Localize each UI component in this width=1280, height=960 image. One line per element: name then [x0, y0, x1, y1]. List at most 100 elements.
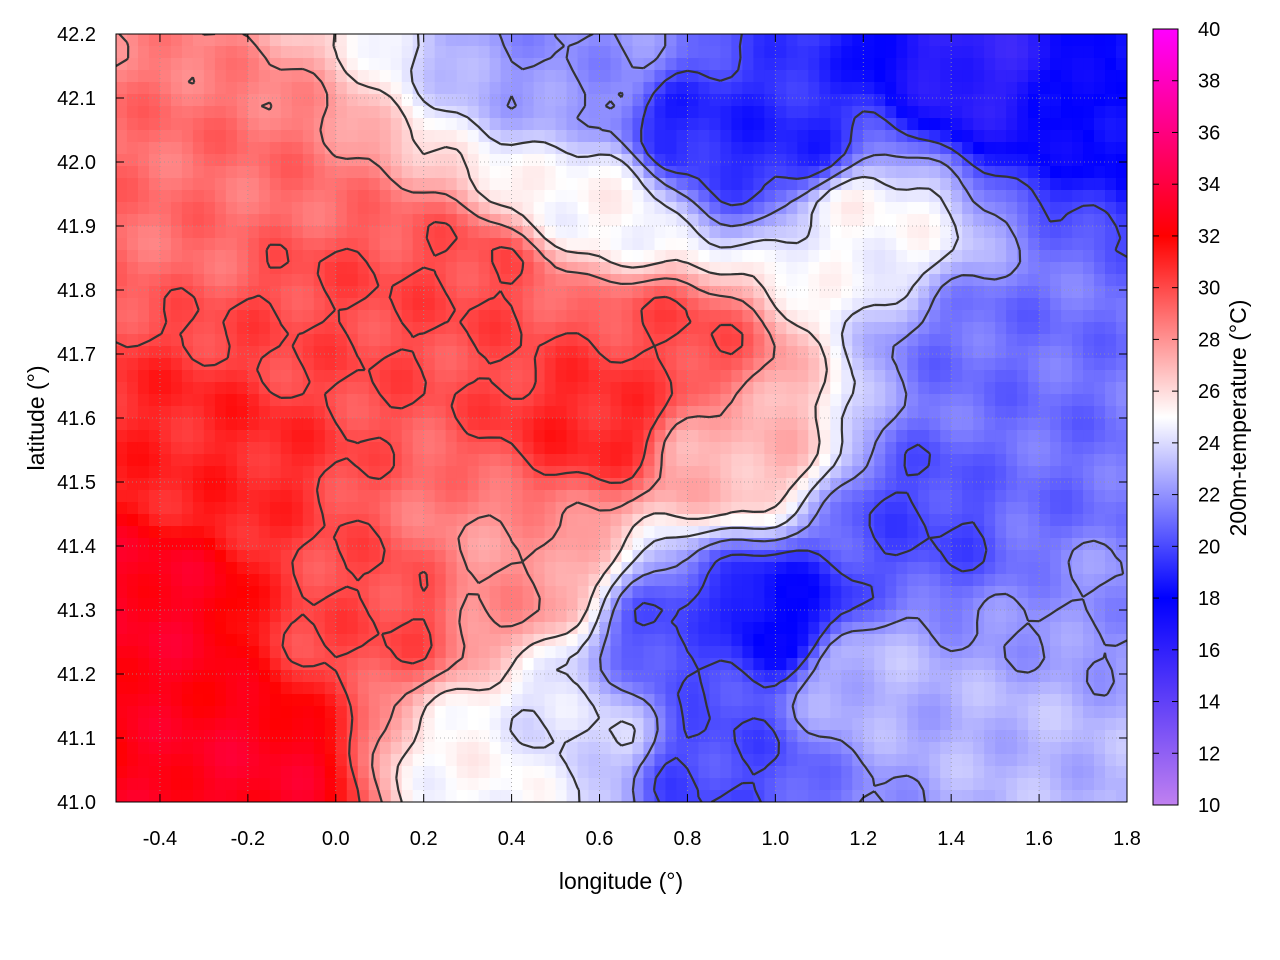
heatmap-cell [412, 598, 425, 611]
heatmap-cell [643, 106, 656, 119]
heatmap-cell [324, 94, 337, 107]
heatmap-cell [214, 166, 227, 179]
heatmap-cell [687, 370, 700, 383]
heatmap-cell [269, 382, 282, 395]
heatmap-cell [1061, 46, 1073, 59]
heatmap-cell [984, 502, 996, 515]
heatmap-cell [588, 154, 601, 167]
heatmap-cell [874, 286, 886, 299]
heatmap-cell [280, 130, 293, 143]
heatmap-cell [1083, 394, 1095, 407]
heatmap-cell [203, 310, 216, 323]
heatmap-cell [247, 598, 260, 611]
heatmap-cell [610, 514, 623, 527]
heatmap-cell [302, 562, 315, 575]
heatmap-cell [467, 598, 480, 611]
heatmap-cell [1028, 94, 1040, 107]
heatmap-cell [808, 382, 820, 395]
heatmap-cell [907, 514, 919, 527]
heatmap-cell [654, 538, 667, 551]
heatmap-cell [951, 442, 963, 455]
heatmap-cell [665, 46, 678, 59]
heatmap-cell [511, 202, 524, 215]
heatmap-cell [390, 274, 403, 287]
heatmap-cell [885, 502, 897, 515]
heatmap-cell [764, 106, 776, 119]
heatmap-cell [236, 634, 249, 647]
heatmap-cell [170, 70, 183, 83]
heatmap-cell [830, 622, 842, 635]
heatmap-cell [566, 310, 579, 323]
heatmap-cell [984, 322, 996, 335]
heatmap-cell [698, 538, 711, 551]
heatmap-cell [346, 310, 359, 323]
heatmap-cell [1072, 382, 1084, 395]
heatmap-cell [203, 658, 216, 671]
heatmap-cell [1116, 586, 1127, 599]
heatmap-cell [368, 406, 381, 419]
heatmap-cell [929, 322, 941, 335]
heatmap-cell [126, 562, 139, 575]
heatmap-cell [313, 358, 326, 371]
heatmap-cell [544, 346, 557, 359]
heatmap-cell [676, 262, 689, 275]
heatmap-cell [1094, 370, 1106, 383]
heatmap-cell [478, 166, 491, 179]
heatmap-cell [588, 82, 601, 95]
heatmap-cell [126, 442, 139, 455]
heatmap-cell [951, 142, 963, 155]
heatmap-cell [566, 346, 579, 359]
heatmap-cell [885, 418, 897, 431]
heatmap-cell [116, 418, 128, 431]
heatmap-cell [159, 682, 172, 695]
heatmap-cell [500, 514, 513, 527]
heatmap-cell [995, 598, 1007, 611]
heatmap-cell [709, 550, 721, 563]
heatmap-cell [456, 106, 469, 119]
heatmap-cell [599, 442, 612, 455]
heatmap-cell [742, 190, 754, 203]
heatmap-cell [621, 190, 634, 203]
heatmap-cell [643, 238, 656, 251]
heatmap-cell [918, 550, 930, 563]
heatmap-cell [1105, 406, 1117, 419]
heatmap-cell [808, 46, 820, 59]
heatmap-cell [379, 310, 392, 323]
heatmap-cell [885, 202, 897, 215]
heatmap-cell [434, 154, 447, 167]
heatmap-cell [159, 178, 172, 191]
heatmap-cell [841, 238, 853, 251]
heatmap-cell [709, 514, 721, 527]
heatmap-cell [797, 622, 809, 635]
heatmap-cell [423, 562, 436, 575]
heatmap-cell [852, 166, 864, 179]
heatmap-cell [291, 670, 304, 683]
heatmap-cell [632, 514, 645, 527]
heatmap-cell [962, 502, 974, 515]
heatmap-cell [995, 310, 1007, 323]
heatmap-cell [720, 106, 732, 119]
heatmap-cell [346, 274, 359, 287]
heatmap-cell [467, 550, 480, 563]
heatmap-cell [445, 58, 458, 71]
heatmap-cell [368, 238, 381, 251]
heatmap-cell [709, 130, 721, 143]
heatmap-cell [1039, 142, 1051, 155]
heatmap-cell [863, 310, 875, 323]
heatmap-cell [511, 610, 524, 623]
heatmap-cell [929, 286, 941, 299]
heatmap-cell [434, 406, 447, 419]
heatmap-cell [203, 502, 216, 515]
heatmap-cell [1094, 514, 1106, 527]
heatmap-cell [225, 166, 238, 179]
heatmap-cell [577, 178, 590, 191]
heatmap-cell [588, 442, 601, 455]
heatmap-cell [555, 526, 568, 539]
heatmap-cell [995, 274, 1007, 287]
heatmap-cell [181, 394, 194, 407]
heatmap-cell [588, 382, 601, 395]
heatmap-cell [533, 262, 546, 275]
heatmap-cell [577, 142, 590, 155]
heatmap-cell [918, 190, 930, 203]
heatmap-cell [742, 106, 754, 119]
